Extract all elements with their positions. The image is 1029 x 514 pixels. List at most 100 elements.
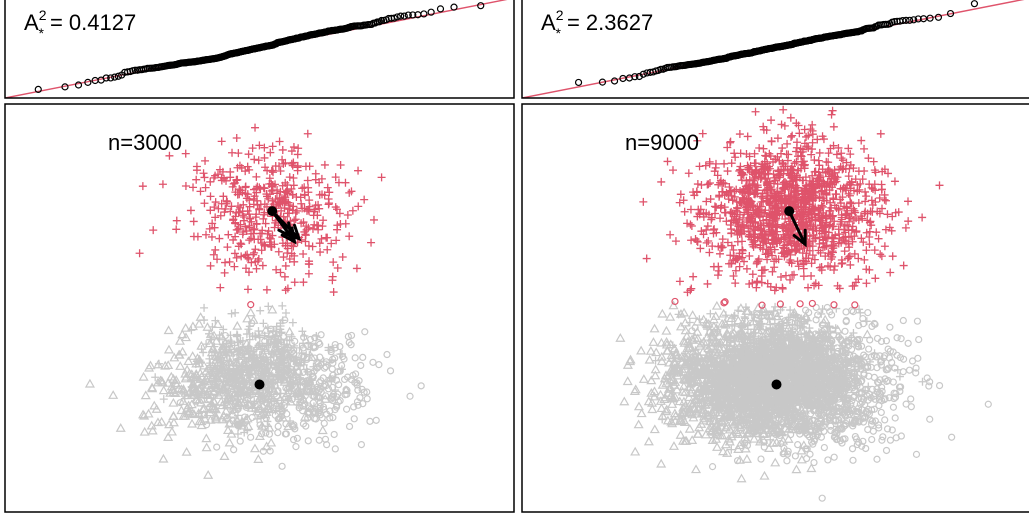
scatter-point-triangle [173,349,185,359]
scatter-point-plus [265,387,274,396]
scatter-point-circle [885,354,893,362]
scatter-point-circle [358,385,366,393]
scatter-point-circle [892,390,900,398]
scatter-point-triangle [664,357,675,367]
scatter-point-triangle [723,420,734,430]
scatter-point-plus [227,202,236,211]
scatter-point-plus [721,332,730,341]
scatter-point-circle [875,424,883,432]
scatter-point-plus [283,352,292,361]
scatter-point-triangle [198,409,209,419]
scatter-point-plus [231,218,240,227]
scatter-point-circle [857,394,866,403]
scatter-point-circle [907,395,915,403]
scatter-point-plus [232,253,241,262]
scatter-point-triangle [205,414,216,424]
scatter-point-circle [854,343,863,351]
qq-point [477,2,485,10]
scatter-point-triangle [731,425,742,435]
scatter-point-plus [251,366,260,375]
scatter-point-plus [226,167,235,176]
scatter-point-plus [290,278,299,287]
scatter-point-circle [292,443,300,451]
scatter-point-plus [237,163,246,172]
scatter-point-plus [302,365,311,374]
scatter-point-triangle [749,433,760,443]
scatter-plot-area-left [84,123,425,479]
scatter-point-plus [259,214,268,223]
scatter-point-triangle [708,415,719,425]
scatter-point-plus [308,242,317,251]
scatter-point-triangle [152,377,163,387]
scatter-point-triangle [84,378,95,388]
scatter-point-plus [377,173,386,182]
scatter-point-triangle [679,337,690,347]
scatter-point-triangle [643,396,654,406]
scatter-point-plus [201,230,210,239]
scatter-point-circle [791,452,799,460]
scatter-point-triangle [317,425,328,435]
scatter-point-plus [255,350,264,359]
qq-plot-area-right [522,0,1025,98]
scatter-point-triangle [702,331,713,341]
scatter-point-triangle [661,325,672,335]
scatter-point-plus [297,219,306,228]
scatter-point-triangle [292,385,303,395]
scatter-point-triangle [688,403,699,413]
scatter-point-plus [215,334,224,343]
scatter-point-plus [270,223,279,232]
scatter-point-plus [685,363,694,372]
scatter-point-circle [836,335,845,343]
scatter-point-triangle [645,345,656,355]
scatter-point-circle [838,425,846,433]
scatter-point-plus [236,186,245,195]
scatter-point-triangle [697,363,709,373]
scatter-point-circle [330,430,338,439]
scatter-point-triangle [211,335,222,345]
scatter-point-circle [805,433,813,441]
scatter-point-triangle [194,318,205,328]
scatter-point-circle [320,382,328,390]
scatter-point-plus [275,371,284,380]
scatter-point-triangle [649,323,660,333]
scatter-point-triangle [217,414,228,424]
scatter-point-plus [287,159,296,168]
scatter-point-circle [354,401,362,409]
scatter-point-triangle [138,371,149,381]
scatter-point-plus [267,187,276,196]
scatter-point-plus [158,180,167,189]
scatter-point-plus [299,387,308,396]
scatter-point-triangle [234,398,245,408]
scatter-point-triangle [715,389,726,398]
scatter-point-triangle [662,415,673,425]
scatter-point-triangle [240,414,251,424]
scatter-point-triangle [656,337,667,347]
scatter-point-circle [853,440,861,449]
scatter-point-circle [347,376,356,384]
scatter-point-plus [691,346,700,355]
scatter-point-triangle [679,359,691,368]
scatter-point-triangle [741,434,752,444]
scatter-point-circle [353,381,361,389]
scatter-point-plus [287,332,296,341]
scatter-point-triangle [223,377,234,387]
scatter-point-triangle [707,425,718,435]
scatter-point-plus [271,180,280,189]
scatter-point-plus [282,335,291,344]
scatter-point-plus [294,380,303,389]
scatter-point-triangle [704,378,715,388]
scatter-point-plus [279,159,288,168]
sample-size-label-left: n=3000 [108,130,182,155]
scatter-point-triangle [191,369,202,378]
scatter-point-plus [312,331,321,340]
scatter-point-plus [208,219,217,228]
scatter-point-circle [889,403,898,411]
scatter-point-triangle [140,390,151,400]
scatter-point-plus [250,248,259,257]
scatter-point-triangle [727,417,738,426]
scatter-point-plus [319,216,328,225]
scatter-point-plus [206,335,215,344]
scatter-point-triangle [675,430,686,439]
scatter-point-circle [844,406,852,414]
scatter-point-plus [297,355,306,364]
